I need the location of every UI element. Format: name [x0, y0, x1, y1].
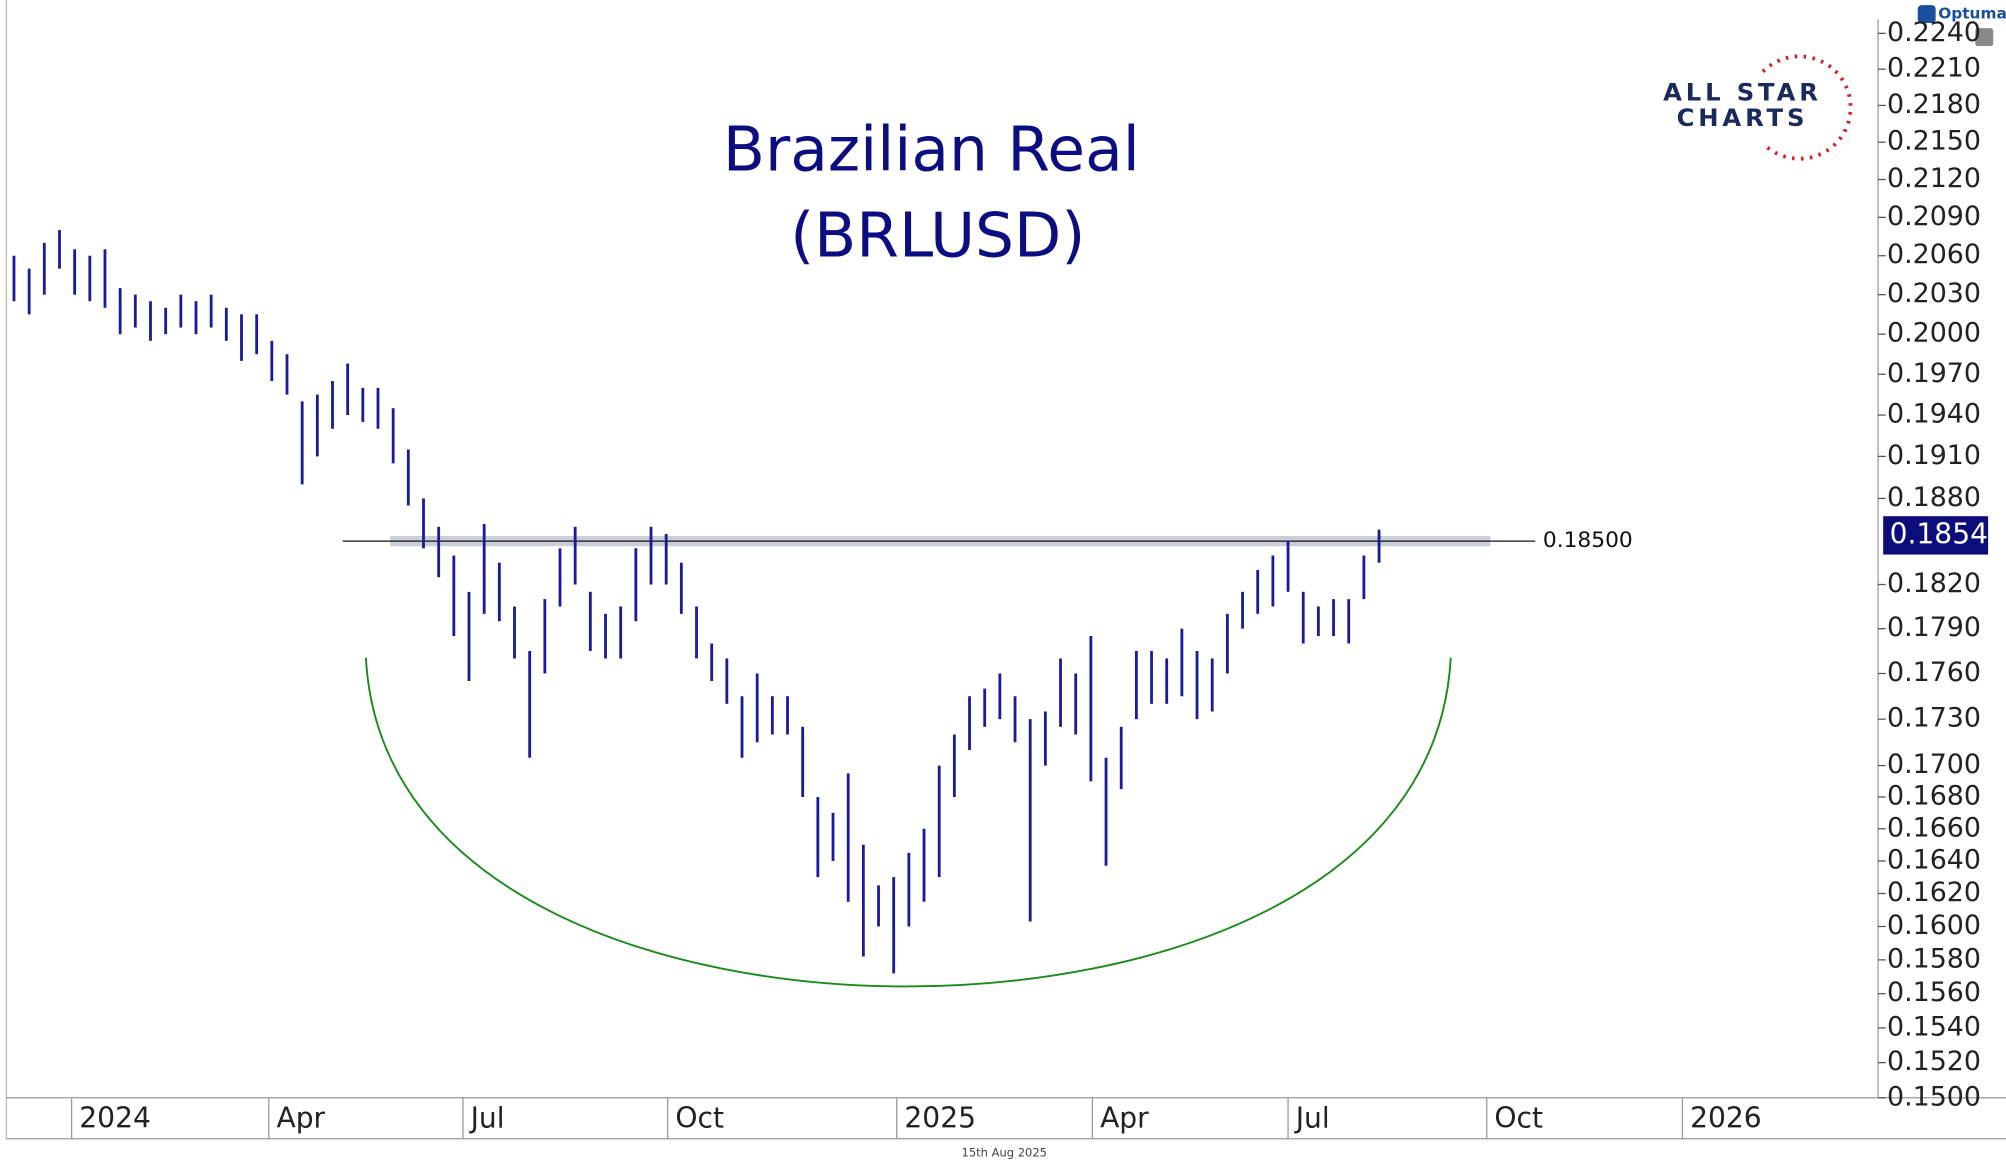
x-tick-label: Apr	[276, 1102, 325, 1135]
y-tick-label: 0.1500	[1887, 1081, 1981, 1112]
x-tick-label: Jul	[469, 1102, 505, 1135]
y-tick-label: 0.1640	[1887, 844, 1981, 875]
y-tick-label: 0.1660	[1887, 812, 1981, 843]
y-tick-label: 0.1730	[1887, 703, 1981, 734]
y-tick-label: 0.1540	[1887, 1011, 1981, 1042]
chart-title: (BRLUSD)	[790, 200, 1085, 271]
y-tick-label: 0.2090	[1887, 201, 1981, 232]
y-tick-label: 0.2060	[1887, 239, 1981, 270]
x-tick-label: Jul	[1294, 1102, 1330, 1135]
y-tick-label: 0.1520	[1887, 1046, 1981, 1077]
rounding-bottom-arc	[364, 657, 1452, 988]
y-tick-label: 0.1580	[1887, 943, 1981, 974]
y-tick-label: 0.1700	[1887, 749, 1981, 780]
x-tick-label: 2024	[79, 1102, 151, 1135]
y-tick-label: 0.1560	[1887, 977, 1981, 1008]
y-tick-label: 0.1620	[1887, 877, 1981, 908]
y-tick-label: 0.1910	[1887, 440, 1981, 471]
level-label: 0.18500	[1543, 528, 1633, 553]
brand-logo: Optuma ALL STAR CHARTS	[1663, 5, 2006, 161]
y-tick-label: 0.1790	[1887, 612, 1981, 643]
y-tick-label: 0.1880	[1887, 482, 1981, 513]
x-tick-label: 2026	[1690, 1102, 1762, 1135]
y-tick-label: 0.2030	[1887, 278, 1981, 309]
y-tick-label: 0.1970	[1887, 358, 1981, 389]
y-tick-label: 0.1600	[1887, 910, 1981, 941]
y-tick-label: 0.2150	[1887, 126, 1981, 157]
x-tick-label: Apr	[1100, 1102, 1149, 1135]
logo-text: ALL STAR	[1663, 77, 1822, 106]
last-price-label: 0.1854	[1890, 517, 1988, 550]
footer-date: 15th Aug 2025	[962, 1145, 1047, 1159]
y-tick-label: 0.1680	[1887, 780, 1981, 811]
logo-text: CHARTS	[1677, 103, 1809, 132]
vendor-icon	[1917, 5, 1936, 24]
lock-icon	[1975, 28, 1994, 47]
y-tick-label: 0.2120	[1887, 163, 1981, 194]
vendor-name: Optuma	[1938, 5, 2006, 23]
x-tick-label: 2025	[904, 1102, 976, 1135]
last-price-box	[1883, 516, 1989, 555]
y-tick-label: 0.1940	[1887, 399, 1981, 430]
y-tick-label: 0.2240	[1887, 17, 1981, 48]
y-tick-label: 0.1820	[1887, 568, 1981, 599]
y-tick-label: 0.2000	[1887, 318, 1981, 349]
y-tick-label: 0.2210	[1887, 53, 1981, 84]
y-tick-label: 0.1760	[1887, 657, 1981, 688]
x-tick-label: Oct	[1494, 1102, 1543, 1135]
x-tick-label: Oct	[675, 1102, 724, 1135]
y-tick-label: 0.2180	[1887, 89, 1981, 120]
chart-title: Brazilian Real	[723, 115, 1140, 186]
